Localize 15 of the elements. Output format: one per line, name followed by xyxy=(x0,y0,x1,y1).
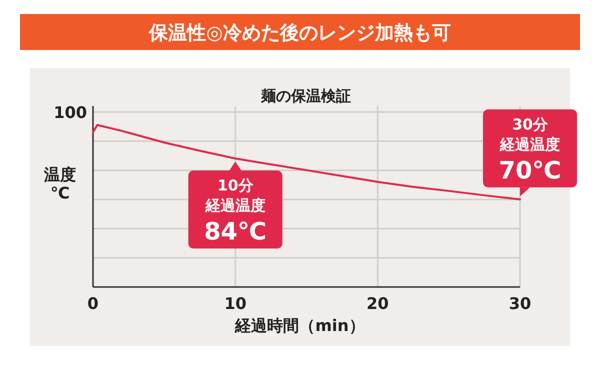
y-axis-title: 温度 ℃ xyxy=(43,165,76,202)
x-axis-title: 経過時間（min） xyxy=(234,316,365,335)
x-tick-label: 0 xyxy=(87,294,99,313)
x-tick-label: 30 xyxy=(508,294,532,313)
annotation: 10分 xyxy=(217,176,254,195)
annotation: 30分 xyxy=(512,115,549,134)
annotation: 経過温度 xyxy=(204,196,266,215)
annotation: 84℃ xyxy=(204,218,267,246)
x-tick-label: 10 xyxy=(224,294,246,313)
chart-subtitle: 麺の保温検証 xyxy=(260,87,351,105)
x-tick-label: 20 xyxy=(366,294,389,313)
chart-title: 保温性◎冷めた後のレンジ加熱も可 xyxy=(148,22,451,44)
annotation: 経過温度 xyxy=(499,135,560,154)
text: 100 xyxy=(54,103,87,122)
annotation: 70℃ xyxy=(498,156,562,184)
